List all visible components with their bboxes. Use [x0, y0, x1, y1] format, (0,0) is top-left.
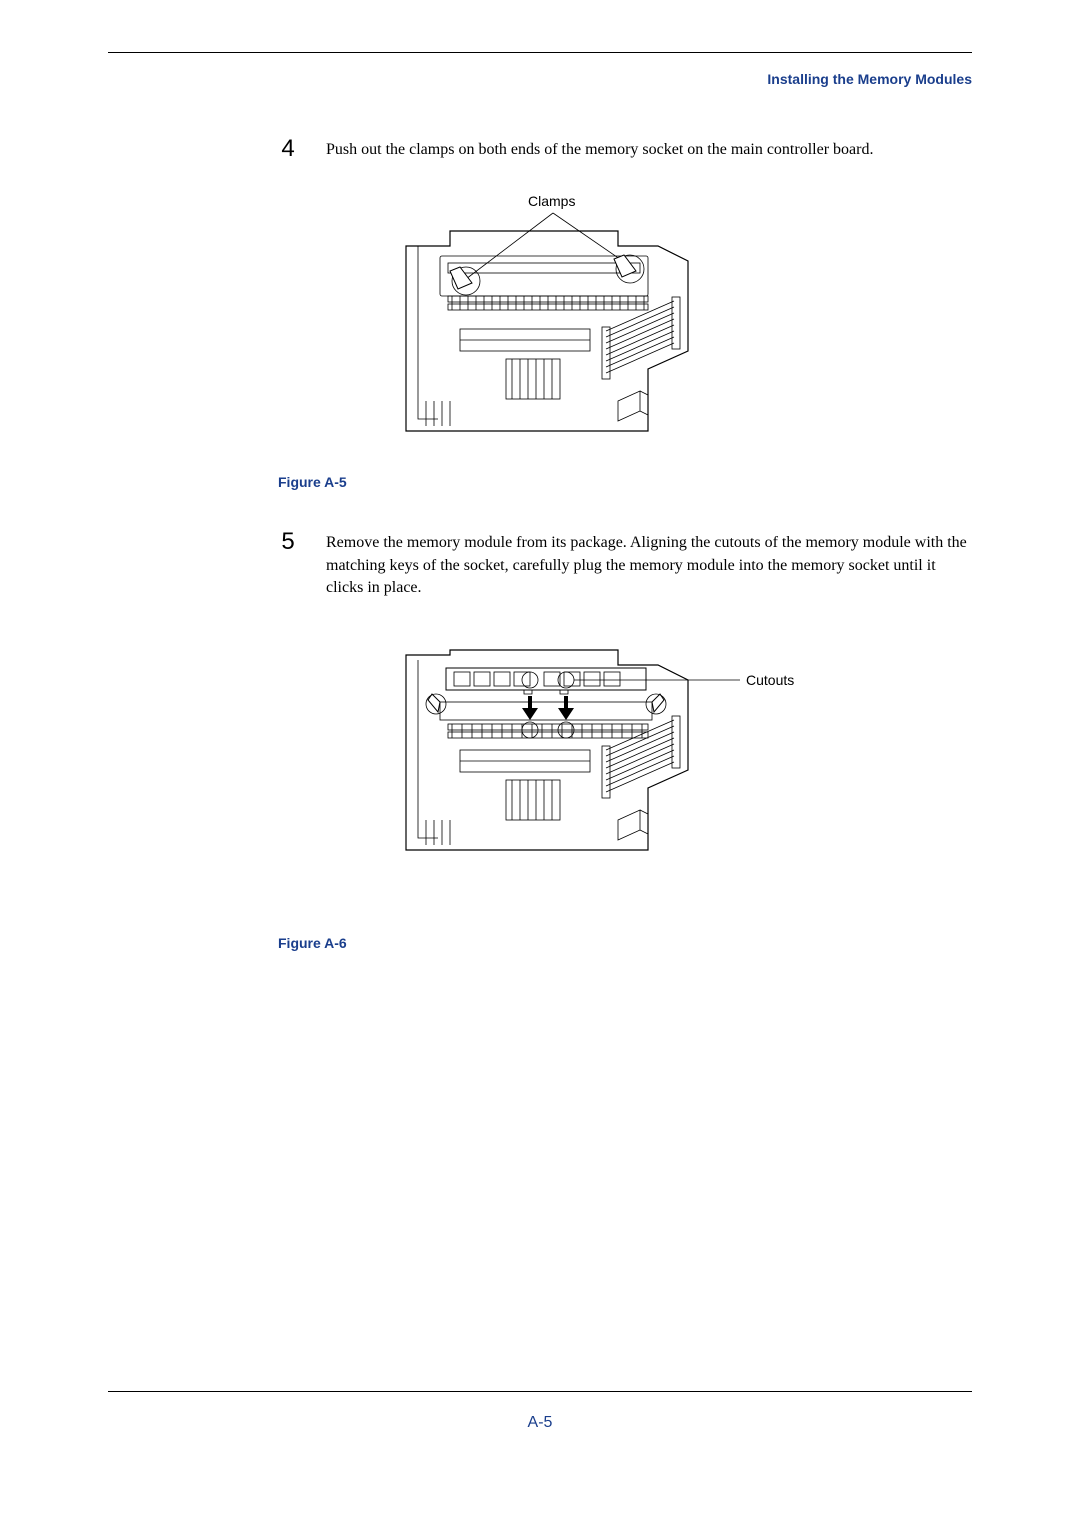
step-4: 4 Push out the clamps on both ends of th… [278, 137, 972, 161]
figure-a5: Clamps [388, 201, 718, 446]
clamps-label: Clamps [528, 193, 575, 209]
step-number: 5 [278, 530, 298, 554]
figure-a6: Cutouts [388, 630, 808, 875]
step-number: 4 [278, 137, 298, 161]
step-5: 5 Remove the memory module from its pack… [278, 530, 972, 599]
step-text: Remove the memory module from its packag… [326, 530, 972, 599]
cutouts-label: Cutouts [746, 672, 794, 688]
figure-a5-caption: Figure A-5 [278, 474, 972, 490]
running-header: Installing the Memory Modules [108, 71, 972, 87]
board-insert-diagram-icon [388, 630, 808, 875]
page-frame: Installing the Memory Modules 4 Push out… [108, 52, 972, 1452]
figure-a6-caption: Figure A-6 [278, 935, 972, 951]
top-rule [108, 52, 972, 53]
step-text: Push out the clamps on both ends of the … [326, 137, 873, 161]
page-number: A-5 [108, 1414, 972, 1432]
bottom-rule [108, 1391, 972, 1392]
board-diagram-icon [388, 201, 718, 446]
